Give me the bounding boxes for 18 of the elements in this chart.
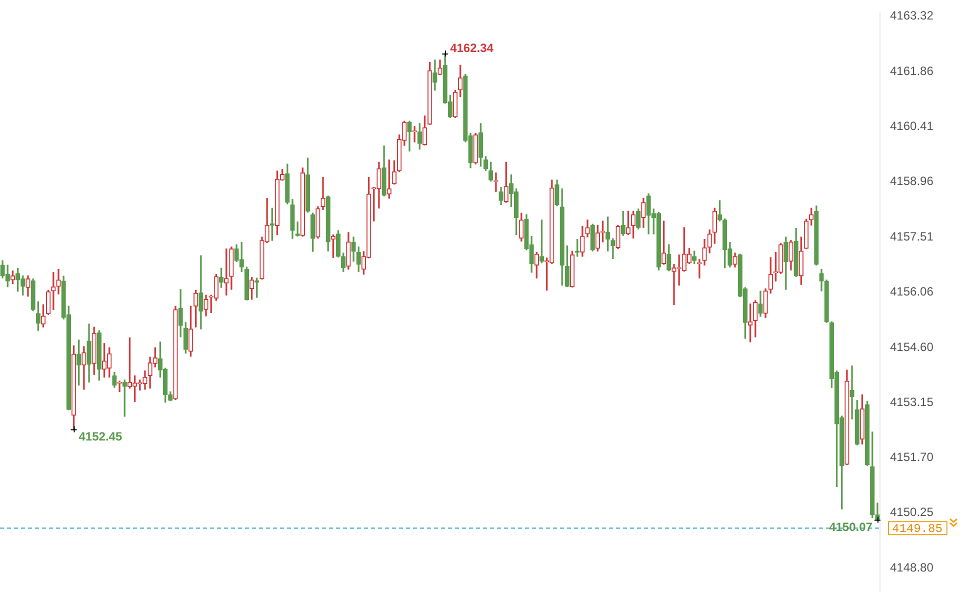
y-tick-label: 4158.96 <box>890 174 934 188</box>
y-tick-label: 4156.06 <box>890 284 934 298</box>
y-tick-label: 4161.86 <box>890 64 934 78</box>
candlestick <box>198 255 204 330</box>
y-tick-label: 4163.32 <box>890 8 934 23</box>
annotation: 4162.34 <box>450 40 494 55</box>
ref-line-label: 4149.85 <box>892 522 942 536</box>
annotation: 4152.45 <box>78 430 122 444</box>
y-tick-label: 4150.25 <box>890 505 934 520</box>
annotation: 4150.07 <box>829 520 873 534</box>
candlestick <box>850 366 854 420</box>
y-tick-label: 4154.60 <box>890 340 934 354</box>
y-tick-label: 4153.15 <box>890 395 934 410</box>
y-tick-label: 4157.51 <box>890 229 934 244</box>
candlestick <box>494 172 498 192</box>
y-tick-label: 4148.80 <box>890 560 934 574</box>
y-tick-label: 4160.41 <box>890 119 934 134</box>
y-tick-label: 4151.70 <box>890 450 934 464</box>
